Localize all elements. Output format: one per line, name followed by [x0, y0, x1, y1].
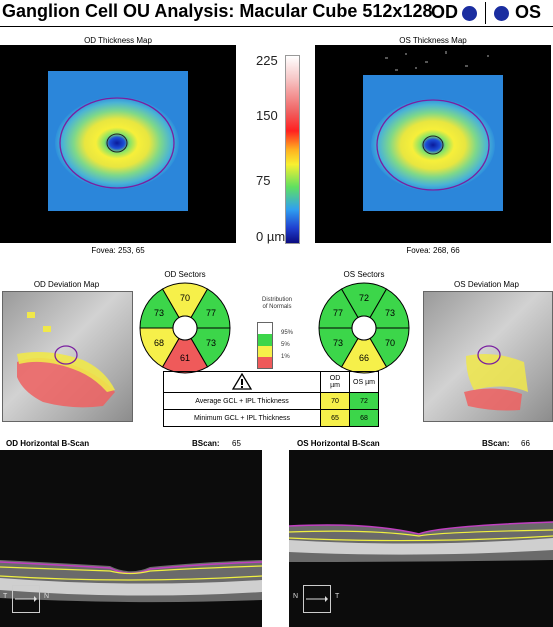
od-bscan-label: BScan: [192, 439, 220, 448]
warning-icon [231, 372, 253, 390]
sector-value: 70 [180, 293, 190, 303]
orient-left: N [293, 593, 299, 600]
page-title: Ganglion Cell OU Analysis: Macular Cube … [2, 1, 433, 21]
os-bscan-number: 66 [521, 439, 530, 448]
scale-label-150: 150 [256, 108, 278, 123]
od-deviation-map[interactable] [2, 291, 133, 422]
report-header: Ganglion Cell OU Analysis: Macular Cube … [0, 0, 553, 27]
table-row: Average GCL + IPL Thickness 70 72 [163, 392, 379, 410]
table-row: Minimum GCL + IPL Thickness 65 68 [163, 409, 379, 427]
row-od-value: 65 [320, 409, 350, 427]
os-sectors-title: OS Sectors [343, 270, 385, 279]
os-dot-icon [494, 6, 509, 21]
od-bscan-image[interactable]: T N [0, 450, 262, 627]
od-thickness-map-title: OD Thickness Map [84, 36, 152, 45]
row-od-value: 70 [320, 392, 350, 410]
normals-legend-swatch [257, 322, 273, 369]
od-bscan-number: 65 [232, 439, 241, 448]
arrow-right-icon [306, 596, 328, 602]
sector-value: 73 [333, 338, 343, 348]
row-os-value: 72 [349, 392, 379, 410]
legend-title-line1: Distribution [261, 297, 292, 303]
sector-value: 72 [359, 293, 369, 303]
sector-center [351, 315, 377, 341]
scale-label-225: 225 [256, 53, 278, 68]
legend-1: 1% [281, 354, 290, 360]
od-sectors-title: OD Sectors [164, 270, 206, 279]
od-dot-icon [462, 6, 477, 21]
os-thickness-map-title: OS Thickness Map [399, 36, 467, 45]
orientation-box [303, 585, 331, 613]
warning-cell [163, 371, 321, 393]
scale-label-75: 75 [256, 173, 271, 188]
row-label: Minimum GCL + IPL Thickness [163, 409, 321, 427]
orientation-box [12, 585, 40, 613]
od-sectors-chart: 70 77 73 61 68 73 [137, 282, 233, 374]
os-deviation-map-title: OS Deviation Map [454, 280, 519, 289]
sector-value: 73 [154, 308, 164, 318]
normals-legend-title: Distribution of Normals [256, 297, 298, 311]
orient-left: T [3, 593, 8, 600]
os-bscan-label: BScan: [482, 439, 510, 448]
sector-value: 66 [359, 353, 369, 363]
table-header-os: OS µm [349, 371, 379, 393]
od-deviation-map-title: OD Deviation Map [33, 280, 100, 289]
row-os-value: 68 [349, 409, 379, 427]
od-thickness-map[interactable] [0, 45, 236, 243]
os-deviation-map[interactable] [423, 291, 553, 422]
sector-value: 73 [385, 308, 395, 318]
thickness-color-scale [285, 55, 300, 244]
orient-right: N [44, 593, 50, 600]
os-fovea-readout: Fovea: 268, 66 [406, 246, 460, 255]
od-bscan-title: OD Horizontal B-Scan [6, 439, 90, 448]
legend-5: 5% [281, 342, 290, 348]
os-bscan-title: OS Horizontal B-Scan [297, 439, 380, 448]
sector-value: 61 [180, 353, 190, 363]
os-sectors-chart: 72 73 70 66 73 77 [316, 282, 412, 374]
legend-95: 95% [281, 330, 294, 336]
scale-label-0: 0 µm [256, 229, 286, 244]
sector-value: 77 [333, 308, 343, 318]
os-bscan-image[interactable]: N T [289, 450, 553, 627]
eye-divider [485, 2, 486, 24]
od-fovea-readout: Fovea: 253, 65 [91, 246, 145, 255]
sector-center [172, 315, 198, 341]
table-header-od: OD µm [320, 371, 350, 393]
orient-right: T [335, 593, 340, 600]
arrow-right-icon [15, 596, 37, 602]
od-label: OD [431, 2, 458, 22]
os-thickness-map[interactable] [315, 45, 551, 243]
row-label: Average GCL + IPL Thickness [163, 392, 321, 410]
sector-value: 77 [206, 308, 216, 318]
sector-value: 70 [385, 338, 395, 348]
os-label: OS [515, 2, 542, 22]
legend-title-line2: of Normals [262, 304, 292, 310]
gcl-table: OD µm OS µm Average GCL + IPL Thickness … [163, 371, 379, 427]
sector-value: 73 [206, 338, 216, 348]
sector-value: 68 [154, 338, 164, 348]
